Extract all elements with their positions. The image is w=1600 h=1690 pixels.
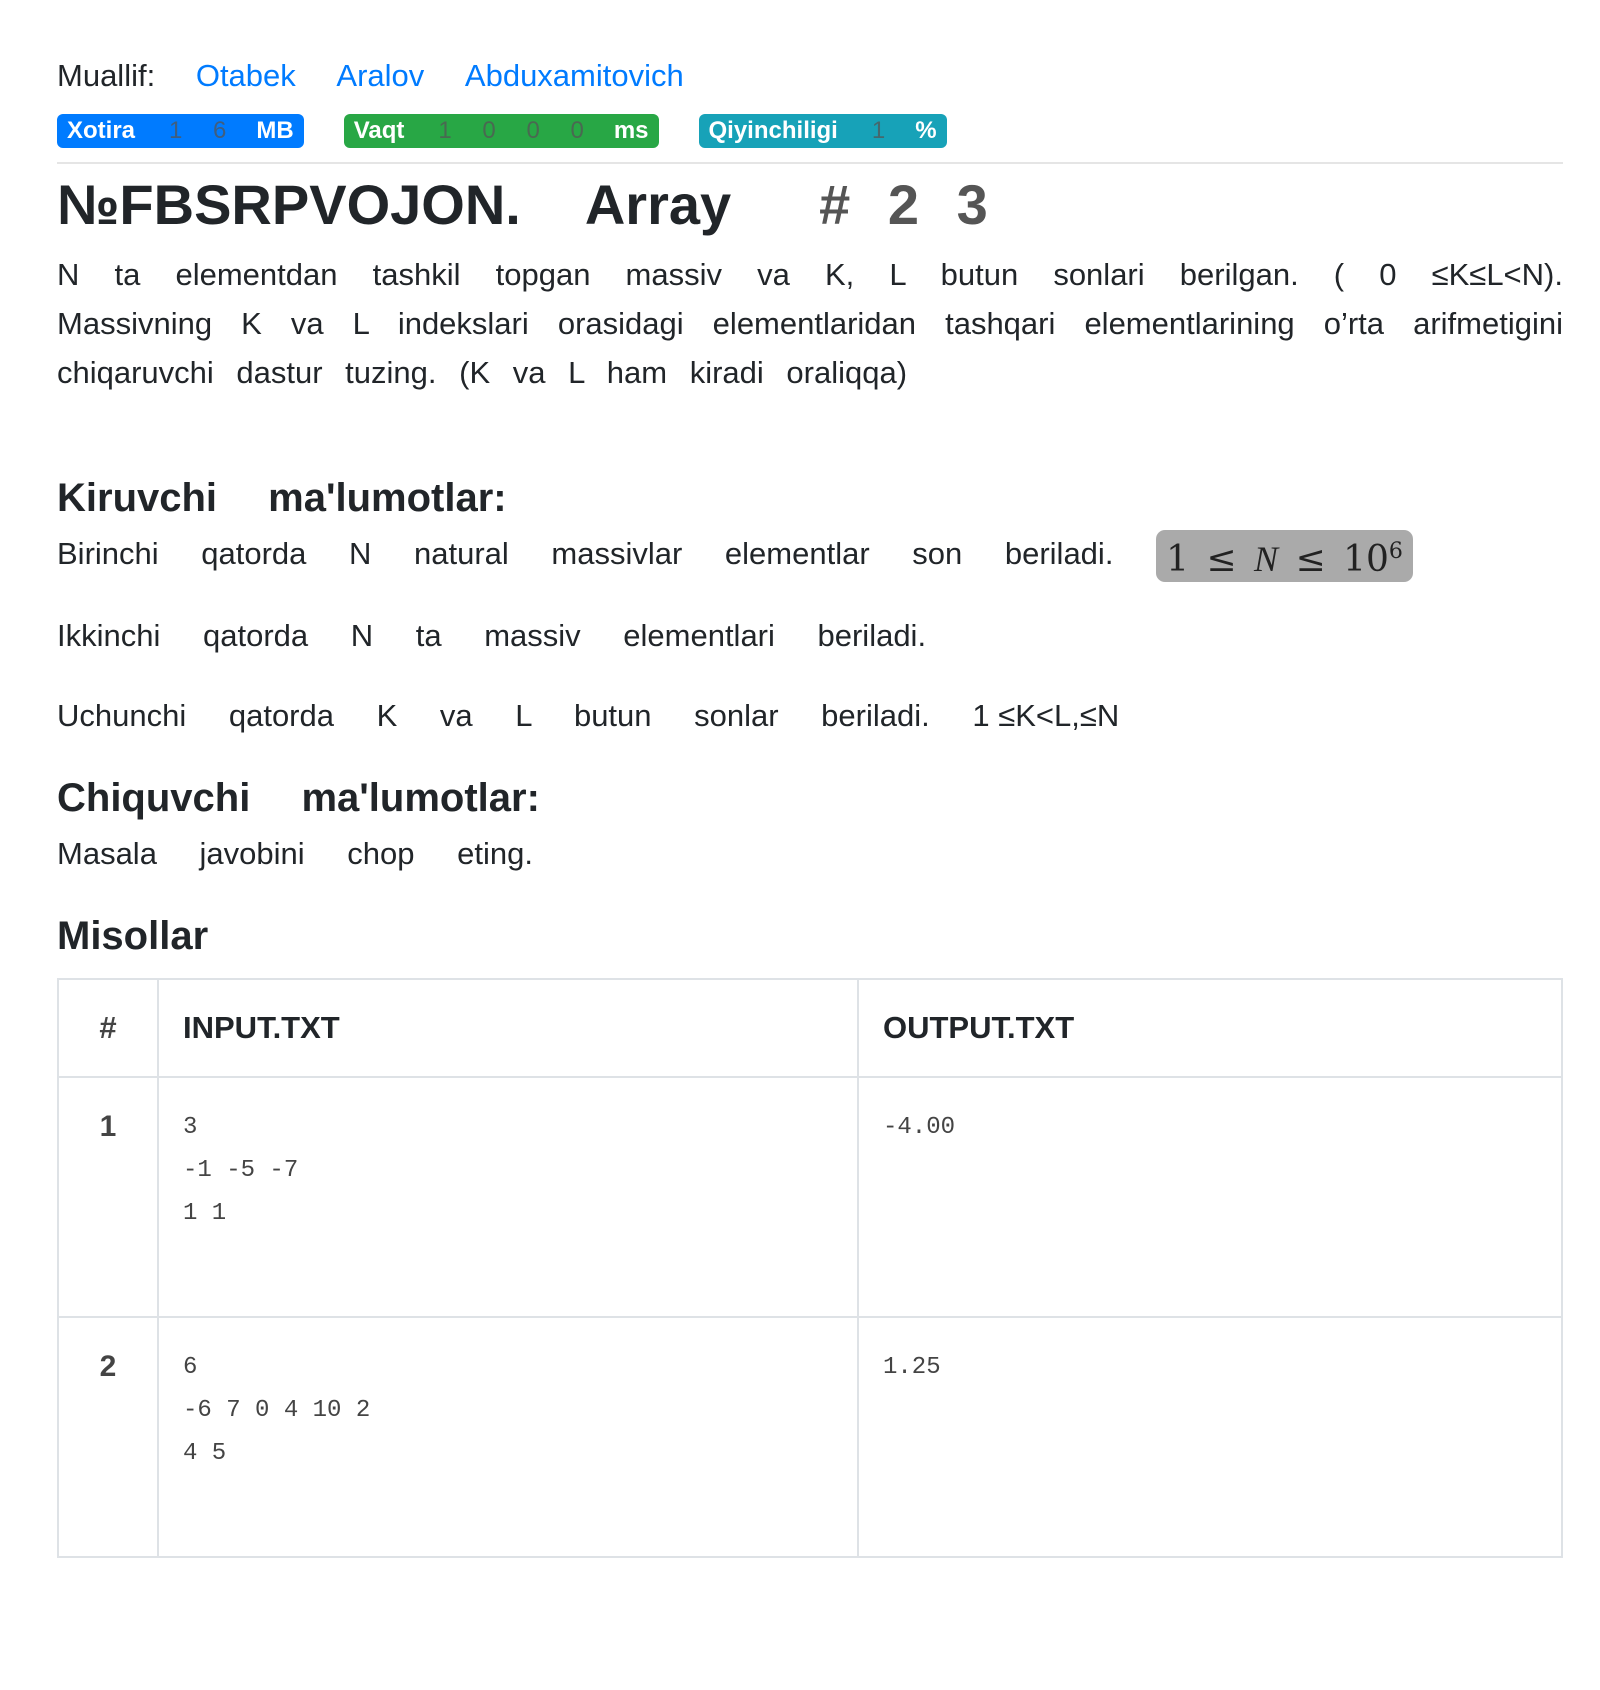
- col-input: INPUT.TXT: [157, 978, 859, 1078]
- badge-value: 1 6: [169, 117, 239, 144]
- author-first-name-link[interactable]: Otabek: [195, 58, 296, 93]
- author-label: Muallif:: [57, 58, 156, 93]
- input-line-2: Ikkinchi qatorda N ta massiv elementlari…: [57, 618, 927, 653]
- problem-name: Array: [584, 173, 732, 236]
- page-title: №FBSRPVOJON. Array # 2 3: [57, 172, 988, 237]
- badge-label: Qiyinchiligi: [708, 117, 838, 144]
- badge-unit: ms: [613, 117, 649, 144]
- col-number: #: [57, 978, 159, 1078]
- time-badge: Vaqt 1 0 0 0 ms: [343, 114, 659, 148]
- badge-unit: %: [915, 117, 937, 144]
- col-output: OUTPUT.TXT: [857, 978, 1563, 1078]
- input-line-3-constraint: 1 ≤K<L,≤N: [972, 698, 1120, 733]
- output-heading: Chiquvchi ma'lumotlar:: [57, 776, 540, 820]
- problem-code: №FBSRPVOJON.: [57, 173, 521, 236]
- input-line-3: Uchunchi qatorda K va L butun sonlar ber…: [57, 698, 1119, 734]
- input-text: 3 -1 -5 -7 1 1: [183, 1114, 299, 1227]
- author-line: Muallif: Otabek Aralov Abduxamitovich: [57, 58, 684, 94]
- math-constraint: 1 ≤ N ≤ 106: [1156, 530, 1413, 582]
- badge-label: Vaqt: [353, 117, 405, 144]
- input-line-1: Birinchi qatorda N natural massivlar ele…: [57, 530, 1413, 582]
- badge-unit: MB: [256, 117, 294, 144]
- output-text: 1.25: [883, 1354, 941, 1381]
- examples-table: # INPUT.TXT OUTPUT.TXT 1 3 -1 -5 -7 1 1 …: [57, 978, 1563, 1558]
- input-heading: Kiruvchi ma'lumotlar:: [57, 476, 507, 520]
- output-cell: 1.25: [857, 1316, 1563, 1558]
- input-line-1-text: Birinchi qatorda N natural massivlar ele…: [57, 536, 1114, 572]
- input-cell: 6 -6 7 0 4 10 2 4 5: [157, 1316, 859, 1558]
- table-row: 2 6 -6 7 0 4 10 2 4 5 1.25: [57, 1316, 1563, 1558]
- table-row: 1 3 -1 -5 -7 1 1 -4.00: [57, 1076, 1563, 1318]
- divider: [57, 162, 1563, 164]
- difficulty-badge: Qiyinchiligi 1%: [698, 114, 947, 148]
- problem-number: # 2 3: [819, 173, 988, 236]
- badge-value: 1 0 0 0: [438, 117, 596, 144]
- badge-label: Xotira: [67, 117, 136, 144]
- limits-badges: Xotira 1 6 MB Vaqt 1 0 0 0 ms Qiyinchiligi 1%: [57, 114, 947, 148]
- table-header-row: # INPUT.TXT OUTPUT.TXT: [57, 978, 1563, 1078]
- row-number: 1: [57, 1076, 159, 1318]
- examples-heading: Misollar: [57, 914, 209, 958]
- output-text: -4.00: [883, 1114, 956, 1141]
- author-middle-name-link[interactable]: Abduxamitovich: [464, 58, 684, 93]
- row-number: 2: [57, 1316, 159, 1558]
- input-cell: 3 -1 -5 -7 1 1: [157, 1076, 859, 1318]
- output-cell: -4.00: [857, 1076, 1563, 1318]
- memory-badge: Xotira 1 6 MB: [57, 114, 304, 148]
- input-line-3-text: Uchunchi qatorda K va L butun sonlar ber…: [57, 698, 930, 733]
- output-line-1: Masala javobini chop eting.: [57, 836, 533, 871]
- badge-value: 1: [871, 117, 898, 144]
- problem-statement: N ta elementdan tashkil topgan massiv va…: [57, 257, 1563, 390]
- author-last-name-link[interactable]: Aralov: [336, 58, 425, 93]
- input-text: 6 -6 7 0 4 10 2 4 5: [183, 1354, 371, 1467]
